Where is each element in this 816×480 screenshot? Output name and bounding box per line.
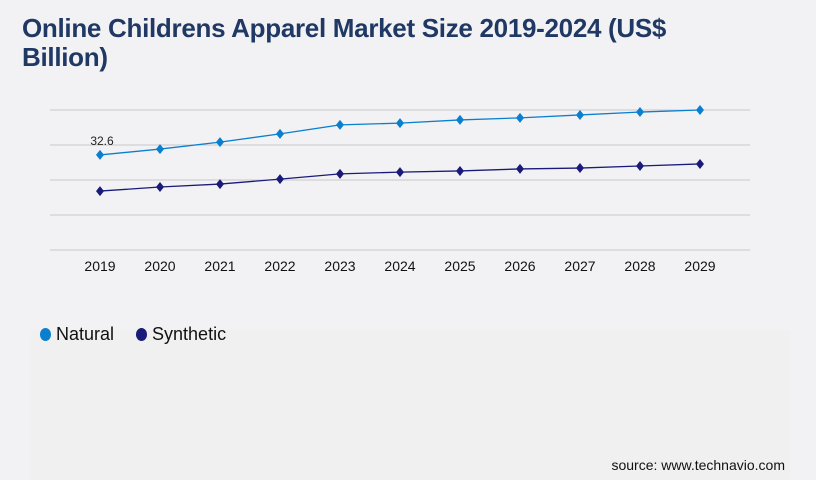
data-label: 32.6 [90,134,114,148]
data-point-synthetic [396,167,404,178]
data-point-synthetic [516,163,524,174]
legend-item-synthetic[interactable]: Synthetic [136,324,226,345]
data-point-natural [456,114,464,125]
legend-label: Synthetic [152,324,227,344]
data-point-natural [336,119,344,130]
data-point-natural [516,112,524,123]
data-point-synthetic [156,182,164,192]
x-tick-label: 2019 [84,258,115,274]
data-point-synthetic [336,168,344,179]
legend-item-natural[interactable]: Natural [40,324,114,345]
x-tick-label: 2027 [564,258,595,274]
natural-marker-icon [40,328,51,341]
x-tick-label: 2024 [384,258,415,274]
legend: Natural Synthetic [40,324,226,345]
data-point-natural [696,105,704,115]
data-point-synthetic [276,174,284,185]
x-tick-label: 2023 [324,258,355,274]
chart-title: Online Childrens Apparel Market Size 201… [22,13,667,72]
x-tick-label: 2021 [204,258,235,274]
data-point-natural [636,107,644,118]
x-tick-label: 2022 [264,258,295,274]
x-tick-label: 2029 [684,258,715,274]
source-text: source: www.technavio.com [611,457,785,473]
data-point-natural [576,109,584,120]
data-point-natural [156,144,164,155]
data-point-natural [276,128,284,139]
data-point-natural [96,149,104,160]
series-line-natural [99,109,701,156]
data-point-synthetic [696,158,704,169]
data-point-synthetic [576,163,584,174]
data-point-natural [216,137,224,148]
x-tick-label: 2028 [624,258,655,274]
data-point-synthetic [216,179,224,190]
data-point-synthetic [456,165,464,176]
line-chart: 2019 2020 2021 2022 2023 2024 2025 2026 2027 2028… [50,105,750,274]
data-point-natural [396,118,404,129]
legend-label: Natural [56,324,115,344]
x-tick-label: 2020 [144,258,175,274]
x-tick-label: 2026 [504,258,535,274]
data-point-synthetic [636,161,644,171]
background-panel [30,330,790,480]
data-point-synthetic [96,186,104,197]
x-tick-label: 2025 [444,258,475,274]
synthetic-marker-icon [136,328,148,341]
